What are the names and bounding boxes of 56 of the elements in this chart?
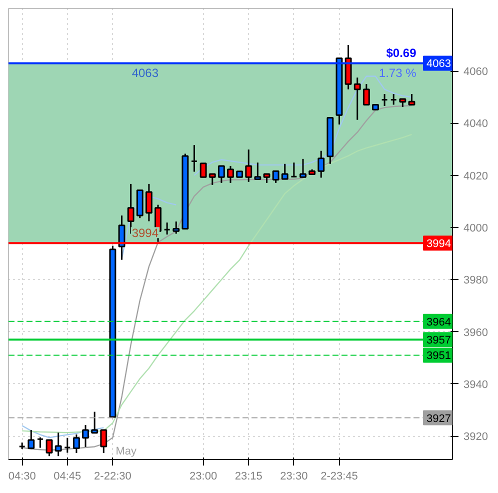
candlestick [190,144,198,172]
ref-line-label: 3927 [426,412,451,425]
candlestick [208,173,216,186]
candlestick [254,162,262,180]
y-tick-label: 4040 [464,118,488,130]
y-tick-label: 4060 [464,66,488,78]
candlestick [318,150,325,178]
candlestick [354,76,361,121]
x-tick-label: 23:15 [234,470,262,482]
candlestick [200,162,207,178]
ref-line-label: 3964 [426,316,451,328]
candlestick [245,148,252,183]
y-tick-label: 3960 [464,326,488,339]
candlestick [362,83,370,106]
ref-line-label: 4063 [426,58,451,70]
candlestick [300,158,306,178]
candlestick [145,183,152,222]
x-tick-label: 23:00 [190,470,218,482]
x-tick-label: 2-23:45 [320,470,358,482]
candlestick [127,183,134,234]
candlestick [82,424,89,448]
candlestick [64,437,71,454]
candlestick [218,165,225,184]
candlestick [46,439,53,457]
ref-line-label: 3994 [426,238,451,250]
candlestick [290,162,298,178]
y-tick-label: 3940 [464,378,488,391]
candlestick [54,432,62,457]
ref-line-label: 3951 [426,350,451,362]
annotation: May [116,446,137,458]
x-tick-label: 23:30 [280,470,308,482]
candlestick [390,93,398,106]
candlestick [272,170,280,184]
ref-line-label: 3957 [426,334,451,347]
annotation: 3994 [132,226,159,240]
candlestick [408,93,416,106]
candlestick [100,429,108,454]
y-tick-label: 4000 [464,222,488,234]
candlestick [91,411,98,434]
x-tick-label: 04:45 [54,470,82,482]
candlestick [172,220,180,234]
y-tick-label: 4020 [464,170,488,182]
y-tick-label: 3980 [464,274,488,287]
candlestick [164,222,171,236]
candlestick [227,165,234,184]
x-tick-label: 2-22:30 [94,470,132,482]
candlestick [36,436,44,449]
y-tick-label: 3920 [464,431,488,444]
candlestick [281,163,288,180]
candlestick [381,93,388,107]
candlestick [28,429,35,450]
annotation: 4063 [132,66,159,80]
annotation: $0.69 [386,46,417,60]
candlestick [72,434,80,454]
annotation: 1.73 % [378,66,417,80]
x-tick-label: 04:30 [8,470,36,482]
